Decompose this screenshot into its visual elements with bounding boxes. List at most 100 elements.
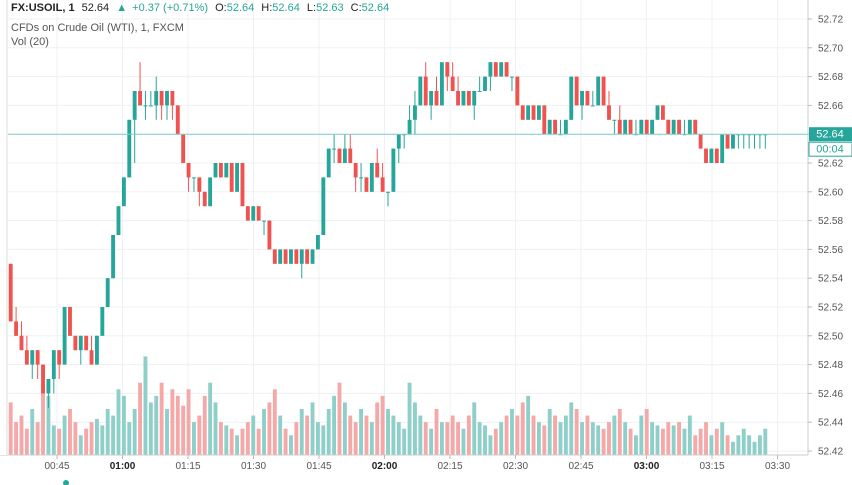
candle-body bbox=[612, 119, 617, 121]
candle-body bbox=[396, 134, 401, 149]
instrument-title: CFDs on Crude Oil (WTI), 1, FXCM bbox=[11, 22, 184, 34]
candle-body bbox=[520, 105, 525, 120]
volume-bar bbox=[563, 415, 568, 455]
volume-bar bbox=[677, 422, 682, 455]
volume-bar bbox=[105, 409, 110, 455]
candle-body bbox=[542, 105, 547, 135]
volume-bar bbox=[111, 415, 116, 455]
volume-bar bbox=[704, 422, 708, 455]
candle-body bbox=[245, 206, 250, 221]
candle-body bbox=[585, 91, 590, 106]
volume-bar bbox=[138, 382, 142, 455]
volume-label: Vol (20) bbox=[11, 36, 49, 48]
candle-body bbox=[445, 62, 450, 77]
close-value: 52.64 bbox=[362, 2, 390, 14]
volume-bar bbox=[100, 425, 105, 455]
y-tick-label: 52.48 bbox=[818, 360, 843, 371]
candle-body bbox=[111, 235, 116, 279]
volume-bar bbox=[202, 395, 207, 455]
volume-bar bbox=[725, 435, 730, 455]
candle-body bbox=[731, 134, 735, 149]
volume-bar bbox=[73, 422, 78, 455]
volume-bar bbox=[299, 409, 304, 455]
candle-body bbox=[601, 76, 606, 106]
candle-body bbox=[693, 119, 698, 135]
candle-body bbox=[73, 335, 78, 351]
volume-bar bbox=[127, 422, 132, 455]
candle-body bbox=[704, 148, 708, 163]
volume-bar bbox=[218, 422, 223, 455]
candle-body bbox=[348, 148, 353, 163]
volume-bar bbox=[709, 435, 714, 455]
volume-bar bbox=[348, 415, 353, 455]
candle-body bbox=[148, 105, 153, 107]
candle-body bbox=[510, 76, 514, 78]
time-axis-dot bbox=[63, 480, 69, 485]
volume-bar bbox=[655, 425, 660, 455]
volume-bar bbox=[687, 415, 692, 455]
volume-bar bbox=[450, 415, 455, 455]
volume-bar bbox=[321, 425, 326, 455]
candle-body bbox=[623, 119, 628, 135]
time-axis[interactable]: 00:45 01:00 01:15 01:30 01:45 02:00 02:15 02:30… bbox=[44, 455, 790, 472]
volume-bar bbox=[666, 422, 671, 455]
volume-bar bbox=[68, 409, 72, 455]
candle-body bbox=[51, 350, 56, 379]
candle-body bbox=[267, 220, 272, 250]
volume-bar bbox=[170, 389, 175, 455]
volume-bar bbox=[14, 422, 19, 455]
volume-bar bbox=[159, 382, 164, 455]
volume-bar bbox=[693, 435, 698, 455]
candle-body bbox=[607, 105, 611, 120]
candle-body bbox=[725, 134, 730, 149]
candle-body bbox=[84, 335, 89, 351]
volume-bar bbox=[272, 389, 277, 455]
svg-text:FX:USOIL, 1 52.64: FX:USOIL, 1 52.64 ▲ +0.37 (+0.71%) O:52.… bbox=[11, 2, 389, 14]
candle-body bbox=[46, 379, 51, 394]
candle-body bbox=[192, 177, 196, 179]
volume-bar bbox=[154, 395, 159, 455]
volume-bar bbox=[439, 422, 444, 455]
volume-bar bbox=[720, 422, 725, 455]
candle-body bbox=[596, 76, 601, 106]
volume-bar bbox=[601, 428, 606, 455]
volume-bar bbox=[315, 422, 320, 455]
candle-body bbox=[434, 91, 439, 106]
candle-body bbox=[332, 148, 337, 150]
candle-body bbox=[143, 105, 148, 107]
x-tick-label: 03:30 bbox=[765, 461, 790, 472]
candle-body bbox=[208, 177, 213, 207]
candle-body bbox=[165, 91, 169, 106]
symbol-label: FX:USOIL, 1 bbox=[11, 2, 75, 14]
candle-body bbox=[105, 278, 110, 307]
candle-body bbox=[391, 148, 396, 192]
candle-body bbox=[477, 91, 482, 92]
volume-bar bbox=[402, 428, 407, 455]
volume-bar bbox=[472, 402, 477, 455]
volume-bar bbox=[132, 409, 137, 455]
volume-bar bbox=[634, 435, 638, 455]
candle-body bbox=[687, 119, 692, 135]
candle-body bbox=[423, 76, 428, 106]
candle-body bbox=[628, 119, 633, 135]
candle-body bbox=[278, 249, 283, 264]
volume-bar bbox=[461, 428, 466, 455]
candle-body bbox=[526, 105, 531, 120]
candle-body bbox=[8, 263, 13, 322]
candle-body bbox=[650, 119, 655, 135]
volume-bar bbox=[757, 435, 762, 455]
candlesticks bbox=[8, 62, 768, 408]
volume-bar bbox=[639, 415, 644, 455]
y-tick-label: 52.56 bbox=[818, 245, 843, 256]
candle-body bbox=[235, 163, 240, 192]
high-label: H: bbox=[261, 2, 272, 14]
candle-body bbox=[121, 177, 126, 207]
volume-bar bbox=[628, 428, 633, 455]
candle-body bbox=[14, 321, 19, 336]
candle-body bbox=[326, 148, 331, 178]
candle-body bbox=[229, 163, 234, 192]
candle-body bbox=[272, 249, 277, 264]
candle-body bbox=[305, 249, 310, 264]
candle-body bbox=[283, 249, 288, 264]
